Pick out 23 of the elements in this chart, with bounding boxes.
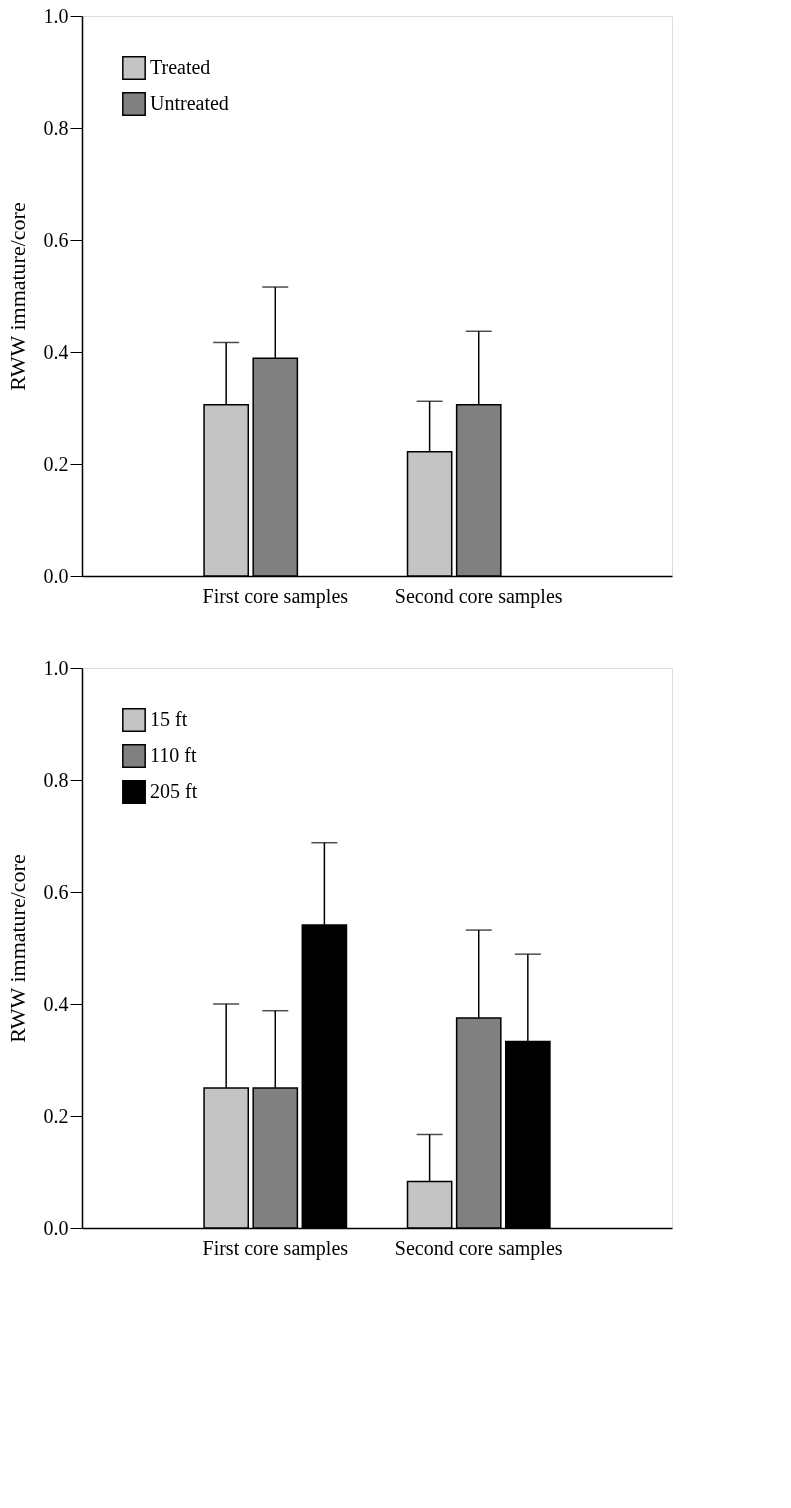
y-tick-label: 0.6 bbox=[43, 880, 69, 903]
y-tick-label: 0.2 bbox=[43, 452, 69, 475]
x-tick-label: Second core samples bbox=[394, 584, 563, 608]
x-tick-label: First core samples bbox=[202, 1236, 349, 1260]
legend-label: 205 ft bbox=[150, 780, 198, 802]
y-tick-label: 1.0 bbox=[43, 4, 69, 27]
y-tick-label: 0.0 bbox=[43, 1216, 69, 1239]
x-tick-label: First core samples bbox=[202, 584, 349, 608]
y-tick-label: 0.6 bbox=[43, 228, 69, 251]
y-tick-label: 0.8 bbox=[43, 116, 69, 139]
y-tick-label: 0.2 bbox=[43, 1104, 69, 1127]
y-tick-label: 0.8 bbox=[43, 768, 69, 791]
y-tick-label: 0.4 bbox=[43, 340, 69, 363]
legend-label: Untreated bbox=[150, 92, 229, 114]
y-tick-label: 1.0 bbox=[43, 656, 69, 679]
y-axis-title: RWW immature/core bbox=[4, 854, 30, 1043]
y-tick-label: 0.4 bbox=[43, 992, 69, 1015]
y-tick-label: 0.0 bbox=[43, 564, 69, 587]
legend-label: Treated bbox=[150, 56, 211, 78]
legend-label: 15 ft bbox=[150, 708, 188, 730]
x-tick-label: Second core samples bbox=[394, 1236, 563, 1260]
y-axis-title: RWW immature/core bbox=[4, 202, 30, 391]
legend-label: 110 ft bbox=[150, 744, 197, 766]
